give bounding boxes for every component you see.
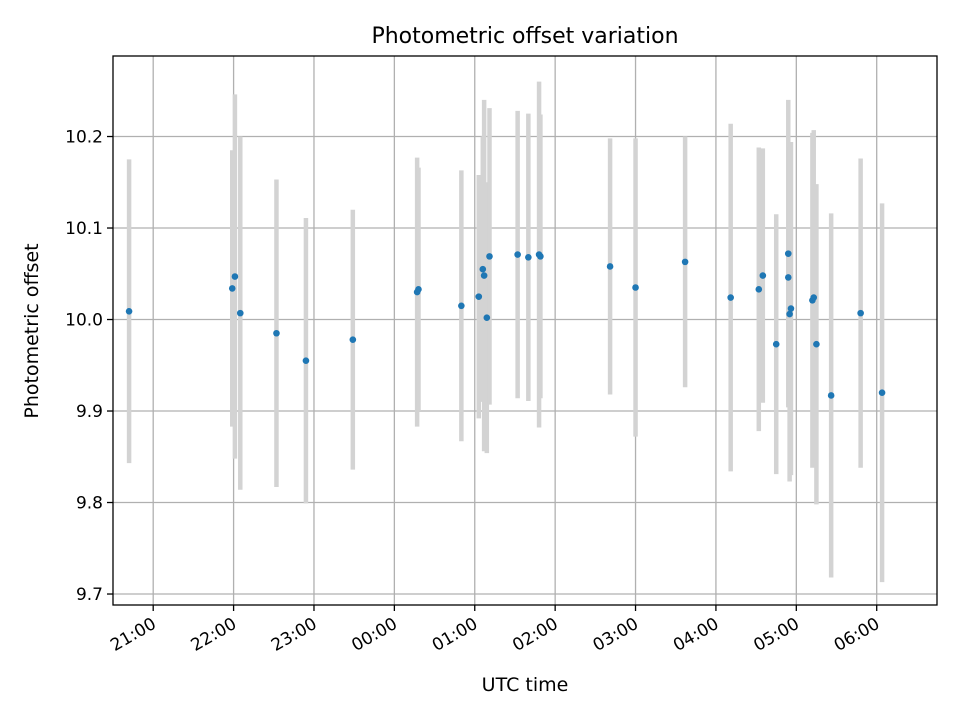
data-point (632, 284, 639, 291)
grid-lines (113, 56, 937, 605)
data-point (514, 251, 521, 258)
chart-title: Photometric offset variation (371, 24, 678, 49)
data-point (125, 307, 133, 315)
y-tick-label: 10.1 (65, 219, 103, 239)
data-point (786, 310, 793, 318)
data-point (857, 309, 864, 317)
data-point (236, 309, 244, 317)
data-point (759, 272, 767, 279)
data-point (727, 294, 734, 301)
data-point (415, 286, 422, 293)
y-tick-label: 10.2 (65, 128, 103, 148)
data-point (480, 272, 488, 279)
data-point (755, 286, 763, 293)
data-point (483, 314, 491, 321)
data-point (878, 389, 886, 397)
data-point (813, 340, 820, 348)
data-point (525, 253, 532, 261)
data-points (125, 250, 886, 399)
data-point (784, 274, 792, 281)
y-tick-label: 9.7 (76, 585, 103, 605)
y-axis-label: Photometric offset (21, 243, 43, 418)
data-point (787, 305, 795, 312)
y-tick-label: 9.9 (76, 402, 103, 422)
y-tick-label: 10.0 (65, 311, 103, 331)
data-point (302, 357, 310, 364)
y-axis-ticks: 9.7 9.8 9.9 10.0 10.1 10.2 (65, 128, 113, 605)
data-point (681, 258, 689, 266)
data-point (231, 273, 239, 280)
data-point (458, 302, 465, 310)
data-point (349, 336, 357, 343)
data-point (772, 340, 780, 348)
data-point (606, 263, 614, 270)
data-point (475, 293, 483, 300)
data-point (827, 392, 835, 399)
x-axis-label: UTC time (482, 674, 569, 696)
data-point (479, 265, 487, 273)
data-point (810, 294, 818, 301)
y-tick-label: 9.8 (76, 494, 103, 514)
data-point (273, 329, 280, 337)
data-point (784, 250, 792, 257)
data-point (486, 253, 493, 260)
data-point (537, 253, 544, 260)
plot-frame (112, 55, 938, 606)
data-point (228, 285, 236, 292)
